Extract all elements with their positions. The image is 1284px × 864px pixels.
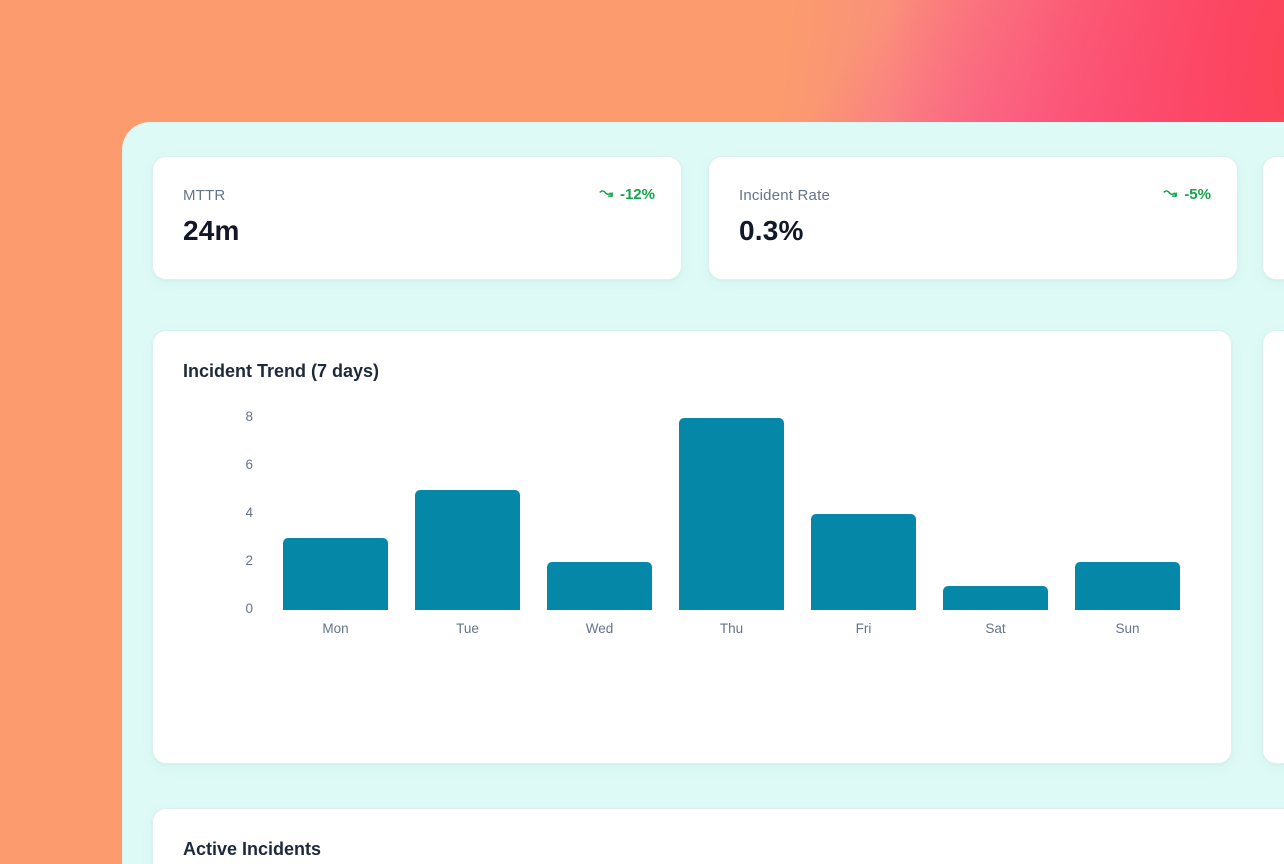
kpi-delta: -5%: [1162, 186, 1211, 203]
kpi-card-incident-rate: Incident Rate 0.3% -5%: [708, 156, 1238, 280]
kpi-delta: -12%: [598, 186, 655, 203]
kpi-delta-value: -5%: [1184, 186, 1211, 203]
kpi-value: 0.3%: [739, 215, 804, 246]
y-axis-tick: 4: [245, 505, 253, 520]
x-axis-label: Thu: [719, 621, 744, 636]
active-incidents-card: Active Incidents: [152, 808, 1284, 864]
bar-Sat: [943, 586, 1048, 610]
x-axis-label: Fri: [855, 621, 872, 636]
y-axis-tick: 8: [245, 409, 253, 424]
x-axis-label: Wed: [585, 621, 614, 636]
chart-card-partial: [1262, 330, 1284, 764]
kpi-value: 24m: [183, 215, 240, 246]
kpi-card-mttr: MTTR 24m -12%: [152, 156, 682, 280]
chart-card: Incident Trend (7 days) 0 2 4 6 8 Mon Tue Wed Th…: [152, 330, 1232, 764]
y-axis-tick: 0: [245, 601, 253, 616]
chart-title: Incident Trend (7 days): [183, 361, 380, 381]
trending-down-icon: [598, 187, 615, 202]
kpi-card-partial: [1262, 156, 1284, 280]
kpi-label: Incident Rate: [739, 187, 830, 204]
active-incidents-title: Active Incidents: [183, 839, 322, 859]
bar-Fri: [811, 514, 916, 610]
y-axis-tick: 2: [245, 553, 253, 568]
kpi-label: MTTR: [183, 187, 226, 204]
kpi-delta-value: -12%: [619, 186, 655, 203]
bar-Mon: [283, 538, 388, 610]
bar-Sun: [1075, 562, 1180, 610]
x-axis-label: Tue: [456, 621, 479, 636]
bar-Wed: [547, 562, 652, 610]
bar-Thu: [679, 418, 784, 610]
x-axis-label: Sun: [1115, 621, 1140, 636]
x-axis-label: Mon: [322, 621, 349, 636]
y-axis-tick: 6: [245, 457, 253, 472]
x-axis-label: Sat: [985, 621, 1006, 636]
bar-Tue: [415, 490, 520, 610]
dashboard-panel: MTTR 24m -12% Incident Rate 0.3% -5%: [122, 122, 1284, 864]
trending-down-icon: [1162, 187, 1179, 202]
